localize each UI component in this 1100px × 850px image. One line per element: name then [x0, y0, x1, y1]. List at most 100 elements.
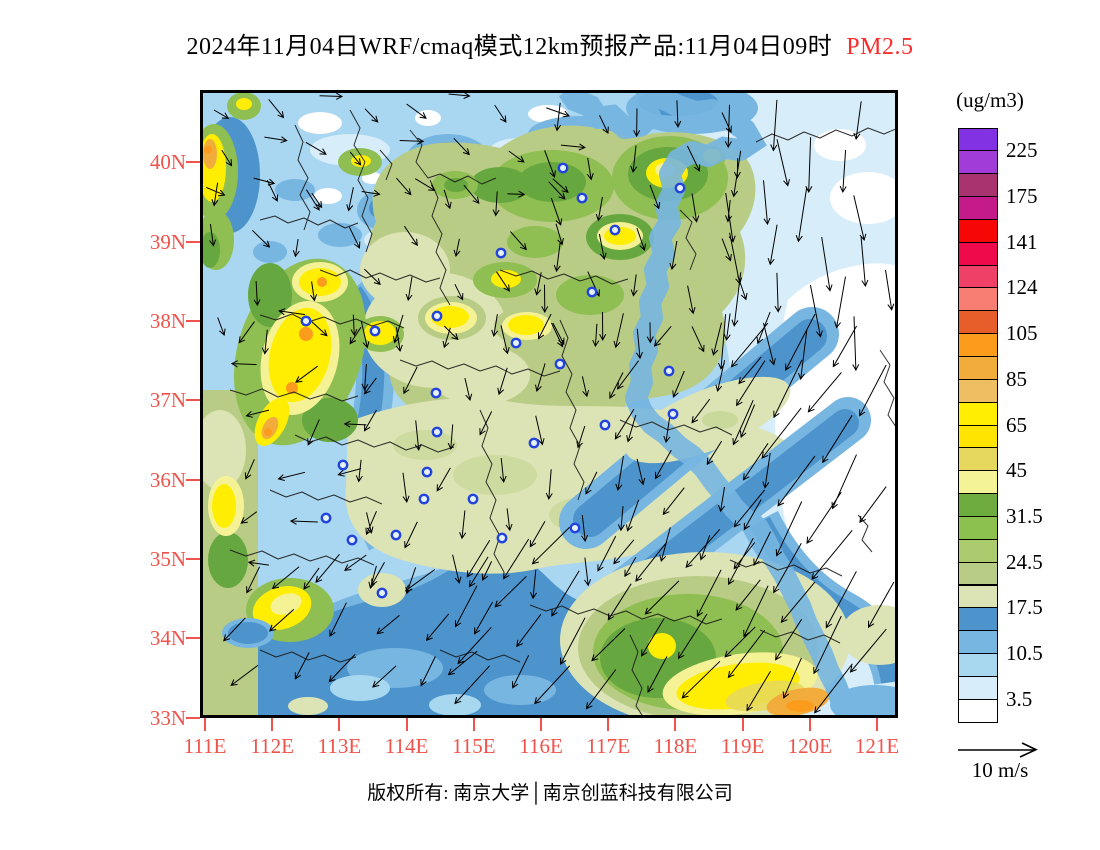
lat-tick-mark — [186, 637, 200, 640]
lon-tick-label: 115E — [452, 734, 496, 758]
city-marker — [599, 419, 611, 431]
wind-reference-arrow — [958, 742, 1038, 758]
colorbar-cell — [958, 607, 998, 632]
colorbar-cell — [958, 698, 998, 723]
colorbar-cell — [958, 264, 998, 289]
lat-tick-mark — [186, 320, 200, 323]
lon-tick-mark — [876, 718, 878, 731]
lon-tick-mark — [338, 718, 341, 731]
lat-tick-mark — [186, 399, 200, 402]
colorbar-tick-label: 175 — [1006, 184, 1038, 209]
lon-tick-mark — [472, 718, 475, 731]
colorbar-cell — [958, 538, 998, 563]
lat-tick-mark — [186, 558, 200, 561]
lat-tick-label: 36N — [149, 467, 186, 492]
page-title: 2024年11月04日WRF/cmaq模式12km预报产品:11月04日09时 P… — [0, 26, 1100, 61]
city-marker — [528, 437, 540, 449]
colorbar-tick-label: 17.5 — [1006, 595, 1043, 620]
city-marker — [421, 466, 433, 478]
city-marker — [510, 337, 522, 349]
colorbar-tick-label: 24.5 — [1006, 549, 1043, 574]
city-marker — [576, 192, 588, 204]
colorbar-cell — [958, 287, 998, 312]
lon-tick-mark — [405, 718, 408, 731]
colorbar-tick-label: 31.5 — [1006, 503, 1043, 528]
lat-tick-label: 34N — [149, 626, 186, 651]
lon-tick-mark — [607, 718, 610, 731]
province-boundaries — [229, 90, 896, 716]
city-marker — [609, 224, 621, 236]
lat-tick-label: 40N — [149, 150, 186, 175]
city-marker — [663, 365, 675, 377]
city-marker — [320, 512, 332, 524]
lon-tick-label: 117E — [586, 734, 630, 758]
colorbar-cell — [958, 561, 998, 586]
city-marker — [496, 532, 508, 544]
colorbar-tick-label: 65 — [1006, 412, 1027, 437]
city-marker — [554, 358, 566, 370]
lon-tick-mark — [271, 718, 274, 731]
city-marker — [418, 493, 430, 505]
colorbar-cell — [958, 127, 998, 152]
colorbar-tick-label: 45 — [1006, 458, 1027, 483]
colorbar-cell — [958, 173, 998, 198]
colorbar-cell — [958, 401, 998, 426]
lon-tick-label: 112E — [250, 734, 294, 758]
colorbar-cell — [958, 675, 998, 700]
lon-tick-label: 113E — [317, 734, 362, 758]
city-marker — [557, 162, 569, 174]
pollutant-label: PM2.5 — [846, 34, 914, 60]
colorbar-cell — [958, 310, 998, 335]
colorbar-cell — [958, 196, 998, 220]
pm25-forecast-map — [200, 90, 898, 718]
lon-tick-label: 121E — [854, 734, 900, 758]
colorbar-cell — [958, 515, 998, 540]
colorbar-cell — [958, 218, 998, 243]
city-markers — [300, 162, 686, 599]
map-frame — [200, 90, 898, 718]
lon-tick-label: 114E — [384, 734, 429, 758]
city-marker — [346, 534, 358, 546]
colorbar-cell — [958, 356, 998, 380]
city-marker — [674, 182, 686, 194]
colorbar-tick-label: 225 — [1006, 138, 1038, 163]
colorbar-cell — [958, 150, 998, 175]
lon-tick-mark — [674, 718, 677, 731]
city-marker — [495, 247, 507, 259]
lon-tick-mark — [204, 718, 206, 731]
colorbar-cell — [958, 424, 998, 449]
lat-tick-label: 33N — [149, 705, 186, 730]
title-text: 2024年11月04日WRF/cmaq模式12km预报产品:11月04日09时 — [186, 34, 833, 60]
colorbar-tick-label: 105 — [1006, 321, 1038, 346]
lat-tick-mark — [186, 161, 200, 164]
lat-tick-label: 38N — [149, 309, 186, 334]
colorbar-cell — [958, 584, 998, 609]
lon-tick-mark — [741, 718, 744, 731]
colorbar-cell — [958, 241, 998, 266]
city-marker — [431, 310, 443, 322]
colorbar-cell — [958, 653, 998, 677]
colorbar-tick-label: 3.5 — [1006, 686, 1033, 711]
lat-tick-label: 35N — [149, 547, 186, 572]
colorbar-tick-label: 124 — [1006, 275, 1038, 300]
lon-tick-label: 118E — [653, 734, 698, 758]
lon-tick-label: 111E — [183, 734, 227, 758]
colorbar-tick-label: 10.5 — [1006, 641, 1043, 666]
colorbar-cell — [958, 333, 998, 357]
colorbar-cell — [958, 493, 998, 517]
wind-vectors — [206, 92, 895, 714]
lon-tick-mark — [808, 718, 811, 731]
lat-tick-mark — [186, 478, 200, 481]
city-marker — [337, 459, 349, 471]
city-marker — [569, 522, 581, 534]
colorbar-tick-label: 85 — [1006, 366, 1027, 391]
city-marker — [390, 529, 402, 541]
wind-reference-label: 10 m/s — [971, 758, 1029, 782]
lat-tick-label: 39N — [149, 229, 186, 254]
city-marker — [376, 587, 388, 599]
lat-tick-mark — [186, 716, 200, 719]
colorbar-tick-label: 141 — [1006, 229, 1038, 254]
city-marker — [467, 493, 479, 505]
lon-tick-mark — [540, 718, 542, 731]
